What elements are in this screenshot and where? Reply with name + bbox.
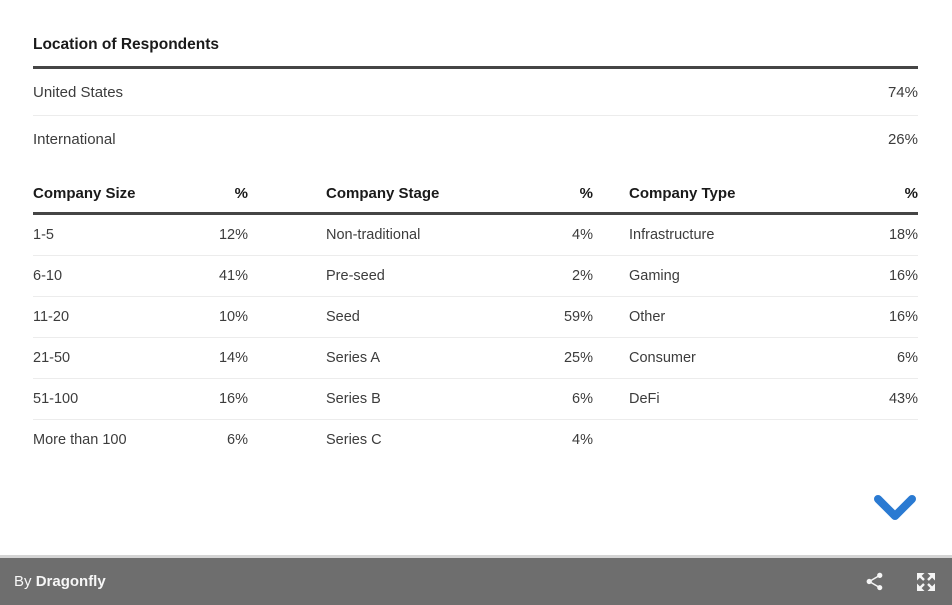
share-button[interactable] <box>864 571 885 592</box>
row-value: 18% <box>888 227 918 243</box>
row-value: 26% <box>887 130 918 148</box>
table-row: United States 74% <box>33 69 918 116</box>
row-label: Pre-seed <box>326 268 385 284</box>
row-value: 2% <box>572 268 593 284</box>
table-row: More than 100 6% Series C 4% <box>33 420 918 460</box>
row-label: 6-10 <box>33 268 63 284</box>
location-table-title: Location of Respondents <box>33 36 918 69</box>
expand-control <box>33 493 918 525</box>
row-value: 6% <box>227 432 248 448</box>
row-value: 10% <box>218 309 248 325</box>
row-label: DeFi <box>629 391 660 407</box>
row-value: 59% <box>563 309 593 325</box>
footer-icons <box>864 571 937 593</box>
embed-footer: By Dragonfly <box>0 555 952 605</box>
table-row: 6-10 41% Pre-seed 2% Gaming 16% <box>33 256 918 297</box>
row-value: 4% <box>572 432 593 448</box>
credit: By Dragonfly <box>14 573 864 590</box>
row-label: United States <box>33 83 124 101</box>
row-label: Non-traditional <box>326 227 421 243</box>
row-value: 6% <box>572 391 593 407</box>
row-value: 4% <box>572 227 593 243</box>
row-value: 16% <box>888 309 918 325</box>
company-type-header: Company Type <box>629 185 736 202</box>
row-label: Series A <box>326 350 380 366</box>
fullscreen-icon <box>917 572 935 591</box>
company-stage-pct-header: % <box>579 185 593 202</box>
row-value: 6% <box>897 350 918 366</box>
row-value: 43% <box>888 391 918 407</box>
row-label: International <box>33 130 116 148</box>
row-value: 25% <box>563 350 593 366</box>
row-label: Other <box>629 309 666 325</box>
table-row: 51-100 16% Series B 6% DeFi 43% <box>33 379 918 420</box>
table-row: 1-5 12% Non-traditional 4% Infrastructur… <box>33 215 918 256</box>
fullscreen-button[interactable] <box>915 571 937 593</box>
row-label: Series C <box>326 432 382 448</box>
credit-by-label: By <box>14 573 32 590</box>
company-stage-header: Company Stage <box>326 185 440 202</box>
row-label: Infrastructure <box>629 227 715 243</box>
row-value: 41% <box>218 268 248 284</box>
row-value: 16% <box>218 391 248 407</box>
row-label: 21-50 <box>33 350 71 366</box>
row-value: 14% <box>218 350 248 366</box>
credit-brand-link[interactable]: Dragonfly <box>35 573 106 590</box>
row-value: 16% <box>888 268 918 284</box>
tables-content: Location of Respondents United States 74… <box>33 36 918 525</box>
row-label: Consumer <box>629 350 696 366</box>
row-label: 11-20 <box>33 309 70 325</box>
row-value: 74% <box>887 83 918 101</box>
row-label: 51-100 <box>33 391 79 407</box>
company-tables-header: Company Size % Company Stage % Company T… <box>33 185 918 215</box>
row-label: 1-5 <box>33 227 54 243</box>
share-icon <box>866 572 883 591</box>
row-label: Seed <box>326 309 360 325</box>
company-type-pct-header: % <box>904 185 918 202</box>
table-row: 21-50 14% Series A 25% Consumer 6% <box>33 338 918 379</box>
table-row: 11-20 10% Seed 59% Other 16% <box>33 297 918 338</box>
company-size-header: Company Size <box>33 185 136 202</box>
row-label: Series B <box>326 391 381 407</box>
row-label: Gaming <box>629 268 680 284</box>
chevron-down-icon[interactable] <box>872 493 918 523</box>
row-label: More than 100 <box>33 432 127 448</box>
table-row: International 26% <box>33 116 918 162</box>
company-size-pct-header: % <box>234 185 248 202</box>
row-value: 12% <box>218 227 248 243</box>
